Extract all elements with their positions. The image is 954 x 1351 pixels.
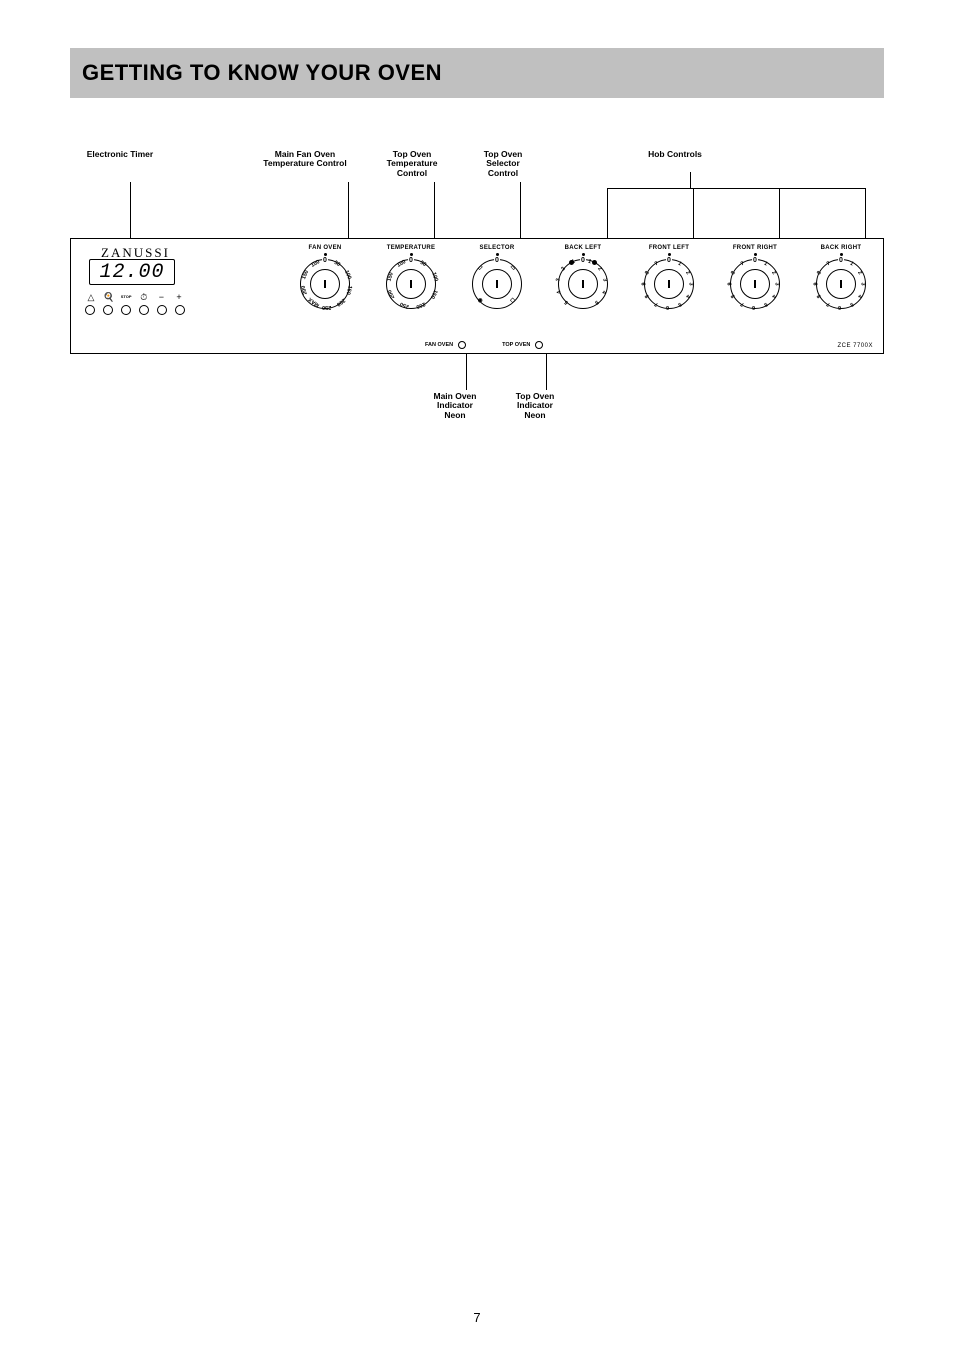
knob-dial[interactable]: 0 ▭◻◉▭ (472, 259, 522, 309)
timer-symbol-icon: STOP (120, 291, 132, 303)
indicator-lamp: FAN OVEN (425, 341, 466, 349)
header-bar: GETTING TO KNOW YOUR OVEN (70, 48, 884, 98)
knob-dial[interactable]: 0 12345678987 (816, 259, 866, 309)
knob-scale-mark: 3 (860, 282, 866, 285)
control-panel-diagram: Electronic TimerMain Fan OvenTemperature… (70, 160, 884, 420)
knob-dial[interactable]: 0 50100150200250MAX200150100 (300, 259, 350, 309)
knob-neon-dot (582, 253, 585, 256)
knob-scale-mark: 9 (728, 282, 734, 285)
knob-scale-mark: 9 (642, 282, 648, 285)
timer-symbol-icon: ⏱ (138, 291, 150, 303)
knob-scale-mark: 3 (774, 282, 780, 285)
knob-label: FAN OVEN (290, 245, 360, 251)
indicator-lamp-row: FAN OVEN TOP OVEN (425, 341, 543, 349)
knob-neon-dot (324, 253, 327, 256)
knob-scale-mark: 250 (322, 304, 331, 310)
indicator-lamp: TOP OVEN (502, 341, 543, 349)
knob-label: BACK LEFT (548, 245, 618, 251)
knob-fan-oven: FAN OVEN 0 50100150200250MAX200150100 (290, 245, 360, 309)
callout-label: Top OvenSelectorControl (458, 150, 548, 178)
timer-buttons-row (85, 305, 185, 315)
knob-selector: SELECTOR 0 ▭◻◉▭ (462, 245, 532, 309)
callout-label: Main OvenIndicatorNeon (420, 392, 490, 420)
knob-scale-mark: 6 (838, 304, 841, 310)
knob-label: FRONT RIGHT (720, 245, 790, 251)
knob-scale-mark: 6 (666, 304, 669, 310)
knob-neon-dot (840, 253, 843, 256)
knob-back-right: BACK RIGHT 0 12345678987 (806, 245, 876, 309)
knob-front-left: FRONT LEFT 0 12345678987 (634, 245, 704, 309)
timer-symbol-icon: + (173, 291, 185, 303)
lamp-icon (535, 341, 543, 349)
knob-scale-mark: 150 (345, 285, 353, 295)
timer-symbol-icon: − (155, 291, 167, 303)
knob-front-right: FRONT RIGHT 0 12345678987 (720, 245, 790, 309)
knob-label: FRONT LEFT (634, 245, 704, 251)
page-title: GETTING TO KNOW YOUR OVEN (82, 60, 442, 86)
timer-button[interactable] (175, 305, 185, 315)
timer-icons-row: △ 🍳 STOP ⏱−+ (85, 291, 185, 303)
timer-button[interactable] (139, 305, 149, 315)
knob-scale-mark: 3 (688, 282, 694, 285)
knob-scale-mark: 250 (399, 301, 410, 310)
knob-neon-dot (668, 253, 671, 256)
knob-label: TEMPERATURE (376, 245, 446, 251)
control-panel: ZANUSSI 12.00 △🍳STOP⏱−+ FAN OVEN 0 50100… (70, 238, 884, 354)
knob-label: BACK RIGHT (806, 245, 876, 251)
lcd-time: 12.00 (99, 261, 164, 284)
timer-symbol-icon: 🍳 (103, 291, 115, 303)
timer-button[interactable] (157, 305, 167, 315)
knob-back-left: BACK LEFT 0 1234512345 (548, 245, 618, 309)
knob-dial[interactable]: 0 12345678987 (730, 259, 780, 309)
callout-label: Main Fan OvenTemperature Control (260, 150, 350, 169)
knob-scale-mark: 6 (752, 304, 755, 310)
callout-label: Hob Controls (630, 150, 720, 159)
lamp-label: TOP OVEN (502, 342, 530, 348)
lamp-icon (458, 341, 466, 349)
lamp-label: FAN OVEN (425, 342, 453, 348)
knob-label: SELECTOR (462, 245, 532, 251)
callout-label: Top OvenIndicatorNeon (500, 392, 570, 420)
knob-dial[interactable]: 0 1234512345 (558, 259, 608, 309)
knob-temperature: TEMPERATURE 0 50100150200250200150100 (376, 245, 446, 309)
knob-dial[interactable]: 0 12345678987 (644, 259, 694, 309)
knob-neon-dot (754, 253, 757, 256)
callout-label: Top OvenTemperatureControl (367, 150, 457, 178)
knob-scale-mark: 200 (416, 301, 427, 310)
page-number: 7 (0, 1310, 954, 1325)
timer-symbol-icon: △ (85, 291, 97, 303)
knob-neon-dot (410, 253, 413, 256)
timer-button[interactable] (121, 305, 131, 315)
callout-label: Electronic Timer (75, 150, 165, 159)
knob-dial[interactable]: 0 50100150200250200150100 (386, 259, 436, 309)
lcd-display: 12.00 (89, 259, 175, 285)
timer-button[interactable] (103, 305, 113, 315)
knob-neon-dot (496, 253, 499, 256)
timer-button[interactable] (85, 305, 95, 315)
knob-scale-mark: 9 (814, 282, 820, 285)
knob-scale-mark: 3 (556, 278, 562, 282)
model-label: ZCE 7700X (837, 343, 873, 349)
